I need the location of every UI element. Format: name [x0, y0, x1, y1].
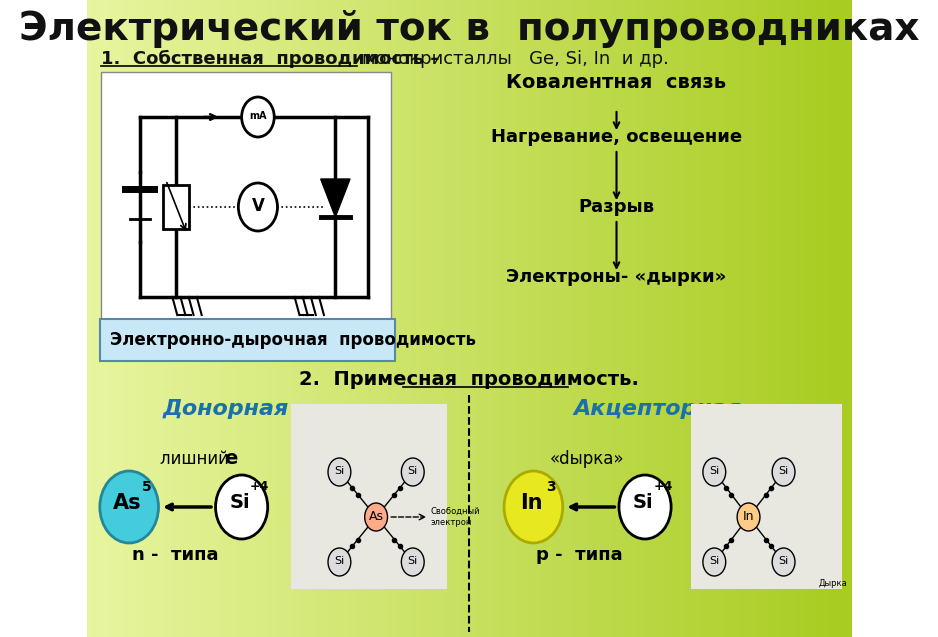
Text: p -  типа: p - типа: [536, 546, 622, 564]
Text: Разрыв: Разрыв: [579, 198, 655, 216]
Text: Si: Si: [779, 556, 789, 566]
Text: Si: Si: [779, 466, 789, 476]
Circle shape: [328, 548, 351, 576]
Circle shape: [703, 548, 726, 576]
Text: mA: mA: [250, 111, 266, 121]
Bar: [291, 404, 447, 589]
Text: Нагревание, освещение: Нагревание, освещение: [491, 128, 742, 146]
Text: лишний: лишний: [160, 450, 234, 468]
Circle shape: [772, 548, 795, 576]
Bar: [691, 404, 842, 589]
Circle shape: [328, 458, 351, 486]
Circle shape: [242, 97, 274, 137]
Circle shape: [504, 471, 563, 543]
Text: Si: Si: [709, 466, 719, 476]
Circle shape: [99, 471, 159, 543]
Text: Si: Si: [408, 466, 418, 476]
Text: n -  типа: n - типа: [131, 546, 218, 564]
Text: «dырка»: «dырка»: [550, 450, 625, 468]
Text: In: In: [521, 493, 543, 513]
Text: Si: Si: [408, 556, 418, 566]
Circle shape: [737, 503, 760, 531]
Text: Si: Si: [230, 494, 250, 513]
Circle shape: [619, 475, 671, 539]
Circle shape: [216, 475, 267, 539]
Circle shape: [238, 183, 278, 231]
FancyBboxPatch shape: [99, 319, 395, 361]
Text: Si: Si: [709, 556, 719, 566]
Text: Электрический ток в  полупроводниках: Электрический ток в полупроводниках: [19, 10, 919, 48]
Text: +4: +4: [653, 480, 673, 494]
Text: Электронно-дырочная  проводимость: Электронно-дырочная проводимость: [110, 331, 476, 349]
Text: As: As: [113, 493, 142, 513]
Text: 5: 5: [143, 480, 152, 494]
Text: монокристаллы   Ge, Si, In  и др.: монокристаллы Ge, Si, In и др.: [362, 50, 669, 68]
Bar: [101, 72, 391, 342]
Text: V: V: [251, 197, 265, 215]
Circle shape: [401, 458, 424, 486]
Text: Ковалентная  связь: Ковалентная связь: [507, 73, 727, 92]
Text: Si: Si: [334, 556, 344, 566]
Text: Донорная: Донорная: [162, 399, 289, 419]
Bar: [163, 185, 189, 229]
Text: +4: +4: [250, 480, 269, 494]
Polygon shape: [321, 179, 350, 217]
Circle shape: [401, 548, 424, 576]
Text: 2.  Примесная  проводимость.: 2. Примесная проводимость.: [299, 369, 639, 389]
Text: Свободный
электрон: Свободный электрон: [431, 507, 480, 527]
Text: 1.  Собственная  проводимость –: 1. Собственная проводимость –: [101, 50, 440, 68]
Text: Акцепторная: Акцепторная: [573, 399, 741, 419]
Text: Дырка: Дырка: [819, 580, 848, 589]
Text: Ge: Ge: [299, 327, 314, 337]
Text: Si: Si: [633, 494, 654, 513]
Circle shape: [365, 503, 387, 531]
Text: e: e: [223, 450, 237, 468]
Circle shape: [772, 458, 795, 486]
Text: 3: 3: [547, 480, 556, 494]
Circle shape: [703, 458, 726, 486]
Text: Si: Si: [334, 466, 344, 476]
Text: Электроны- «дырки»: Электроны- «дырки»: [507, 268, 727, 286]
Text: As: As: [369, 510, 384, 522]
Text: In: In: [743, 510, 754, 522]
